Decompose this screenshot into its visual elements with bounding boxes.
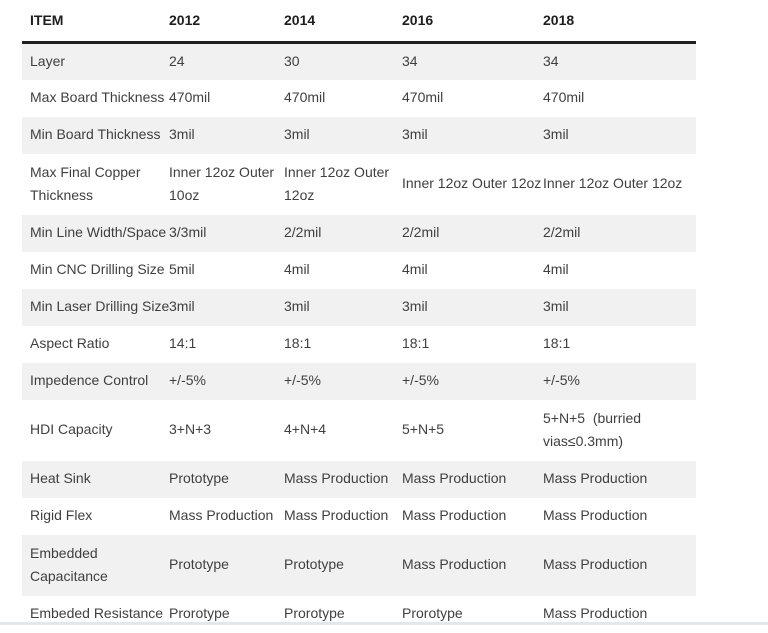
cell-2018: 18:1: [543, 335, 571, 352]
cell-2016: Prorotype: [402, 605, 463, 622]
page-bottom-divider: [0, 622, 768, 625]
table-row-max-board-thickness: Max Board Thickness 470mil 470mil 470mil…: [22, 80, 696, 117]
column-header-2018: 2018: [535, 0, 696, 44]
cell-2016: Mass Production: [402, 507, 507, 524]
cell-2012: Prototype: [169, 556, 229, 573]
cell-2016: 34: [402, 53, 418, 70]
row-label: Rigid Flex: [30, 507, 93, 524]
cell-2014: Mass Production: [284, 470, 389, 487]
cell-2014: 30: [284, 53, 300, 70]
cell-2018: Mass Production: [543, 605, 648, 622]
cell-2016: 3mil: [402, 126, 428, 143]
cell-2014: 3mil: [284, 298, 310, 315]
cell-2016: 470mil: [402, 89, 444, 106]
cell-2014: +/-5%: [284, 372, 321, 389]
cell-2018: 3mil: [543, 126, 569, 143]
cell-2012: Mass Production: [169, 507, 274, 524]
row-label: Max Board Thickness: [30, 89, 165, 106]
cell-2018: 34: [543, 53, 559, 70]
cell-2012: 470mil: [169, 89, 211, 106]
cell-2014: 3mil: [284, 126, 310, 143]
cell-2016: 2/2mil: [402, 224, 440, 241]
cell-2014: 470mil: [284, 89, 326, 106]
cell-2012: 24: [169, 53, 185, 70]
row-label: Min Laser Drilling Size: [30, 298, 170, 315]
table-row-min-board-thickness: Min Board Thickness 3mil 3mil 3mil 3mil: [22, 116, 696, 154]
table-row-layer: Layer 24 30 34 34: [22, 42, 696, 80]
table-row-min-cnc-drilling-size: Min CNC Drilling Size 5mil 4mil 4mil 4mi…: [22, 252, 696, 289]
cell-2014: 18:1: [284, 335, 312, 352]
table-row-min-laser-drilling-size: Min Laser Drilling Size 3mil 3mil 3mil 3…: [22, 288, 696, 326]
cell-2016: Mass Production: [402, 556, 507, 573]
cell-2016: Inner 12oz Outer 12oz: [402, 175, 542, 192]
row-label: Min Board Thickness: [30, 126, 161, 143]
table-row-impedence-control: Impedence Control +/-5% +/-5% +/-5% +/-5…: [22, 362, 696, 400]
cell-2012: 5mil: [169, 261, 195, 278]
cell-2012: Prorotype: [169, 605, 230, 622]
capability-table-container: ITEM 2012 2014 2016 2018 Layer 24 30 34 …: [22, 0, 696, 633]
table-row-embedded-capacitance: Embedded Capacitance Prototype Prototype…: [22, 534, 696, 596]
row-label: Max Final Copper Thickness: [30, 163, 141, 203]
row-label: Layer: [30, 53, 66, 70]
cell-2016: 5+N+5: [402, 421, 445, 438]
cell-2014: Mass Production: [284, 507, 389, 524]
cell-2014: Inner 12oz Outer 12oz: [284, 163, 390, 203]
cell-2018: Mass Production: [543, 470, 648, 487]
cell-2018: +/-5%: [543, 372, 580, 389]
cell-2018: Mass Production: [543, 507, 648, 524]
table-row-heat-sink: Heat Sink Prototype Mass Production Mass…: [22, 460, 696, 498]
cell-2016: +/-5%: [402, 372, 439, 389]
cell-2016: 18:1: [402, 335, 430, 352]
table-row-embeded-resistance: Embeded Resistance Prorotype Prorotype P…: [22, 596, 696, 633]
cell-2018: 2/2mil: [543, 224, 581, 241]
cell-2014: Prorotype: [284, 605, 345, 622]
table-header: ITEM 2012 2014 2016 2018: [22, 0, 696, 44]
cell-2012: +/-5%: [169, 372, 206, 389]
cell-2018: 3mil: [543, 298, 569, 315]
cell-2016: Mass Production: [402, 470, 507, 487]
row-label: Impedence Control: [30, 372, 149, 389]
cell-2018: 470mil: [543, 89, 585, 106]
cell-2012: 3+N+3: [169, 421, 212, 438]
cell-2016: 3mil: [402, 298, 428, 315]
table-row-max-final-copper-thickness: Max Final Copper Thickness Inner 12oz Ou…: [22, 154, 696, 215]
cell-2014: Prototype: [284, 556, 344, 573]
table-row-rigid-flex: Rigid Flex Mass Production Mass Producti…: [22, 498, 696, 535]
cell-2012: 3mil: [169, 126, 195, 143]
cell-2018: Mass Production: [543, 556, 648, 573]
column-header-2014: 2014: [276, 0, 394, 44]
table-row-aspect-ratio: Aspect Ratio 14:1 18:1 18:1 18:1: [22, 326, 696, 363]
cell-2018: 4mil: [543, 261, 569, 278]
column-header-2016: 2016: [394, 0, 535, 44]
cell-2012: Inner 12oz Outer 10oz: [169, 163, 275, 203]
column-header-item: ITEM: [22, 0, 161, 44]
cell-2014: 4+N+4: [284, 421, 327, 438]
pcb-capability-table: ITEM 2012 2014 2016 2018 Layer 24 30 34 …: [22, 0, 696, 633]
cell-2012: 14:1: [169, 335, 197, 352]
row-label: Min CNC Drilling Size: [30, 261, 165, 278]
header-row: ITEM 2012 2014 2016 2018: [22, 0, 696, 44]
row-label: Heat Sink: [30, 470, 91, 487]
cell-2018: Inner 12oz Outer 12oz: [543, 175, 683, 192]
row-label: Embedded Capacitance: [30, 544, 108, 584]
cell-2012: Prototype: [169, 470, 229, 487]
column-header-2012: 2012: [161, 0, 276, 44]
cell-2014: 4mil: [284, 261, 310, 278]
row-label: Embeded Resistance: [30, 605, 164, 622]
cell-2012: 3/3mil: [169, 224, 207, 241]
table-row-hdi-capacity: HDI Capacity 3+N+3 4+N+4 5+N+5 5+N+5 (bu…: [22, 400, 696, 461]
row-label: Min Line Width/Space: [30, 224, 167, 241]
row-label: HDI Capacity: [30, 421, 113, 438]
cell-2014: 2/2mil: [284, 224, 322, 241]
cell-2016: 4mil: [402, 261, 428, 278]
row-label: Aspect Ratio: [30, 335, 110, 352]
cell-2018: 5+N+5 (burried vias≤0.3mm): [543, 409, 642, 449]
table-row-min-line-width-space: Min Line Width/Space 3/3mil 2/2mil 2/2mi…: [22, 214, 696, 252]
table-body: Layer 24 30 34 34 Max Board Thickness 47…: [22, 42, 696, 633]
cell-2012: 3mil: [169, 298, 195, 315]
